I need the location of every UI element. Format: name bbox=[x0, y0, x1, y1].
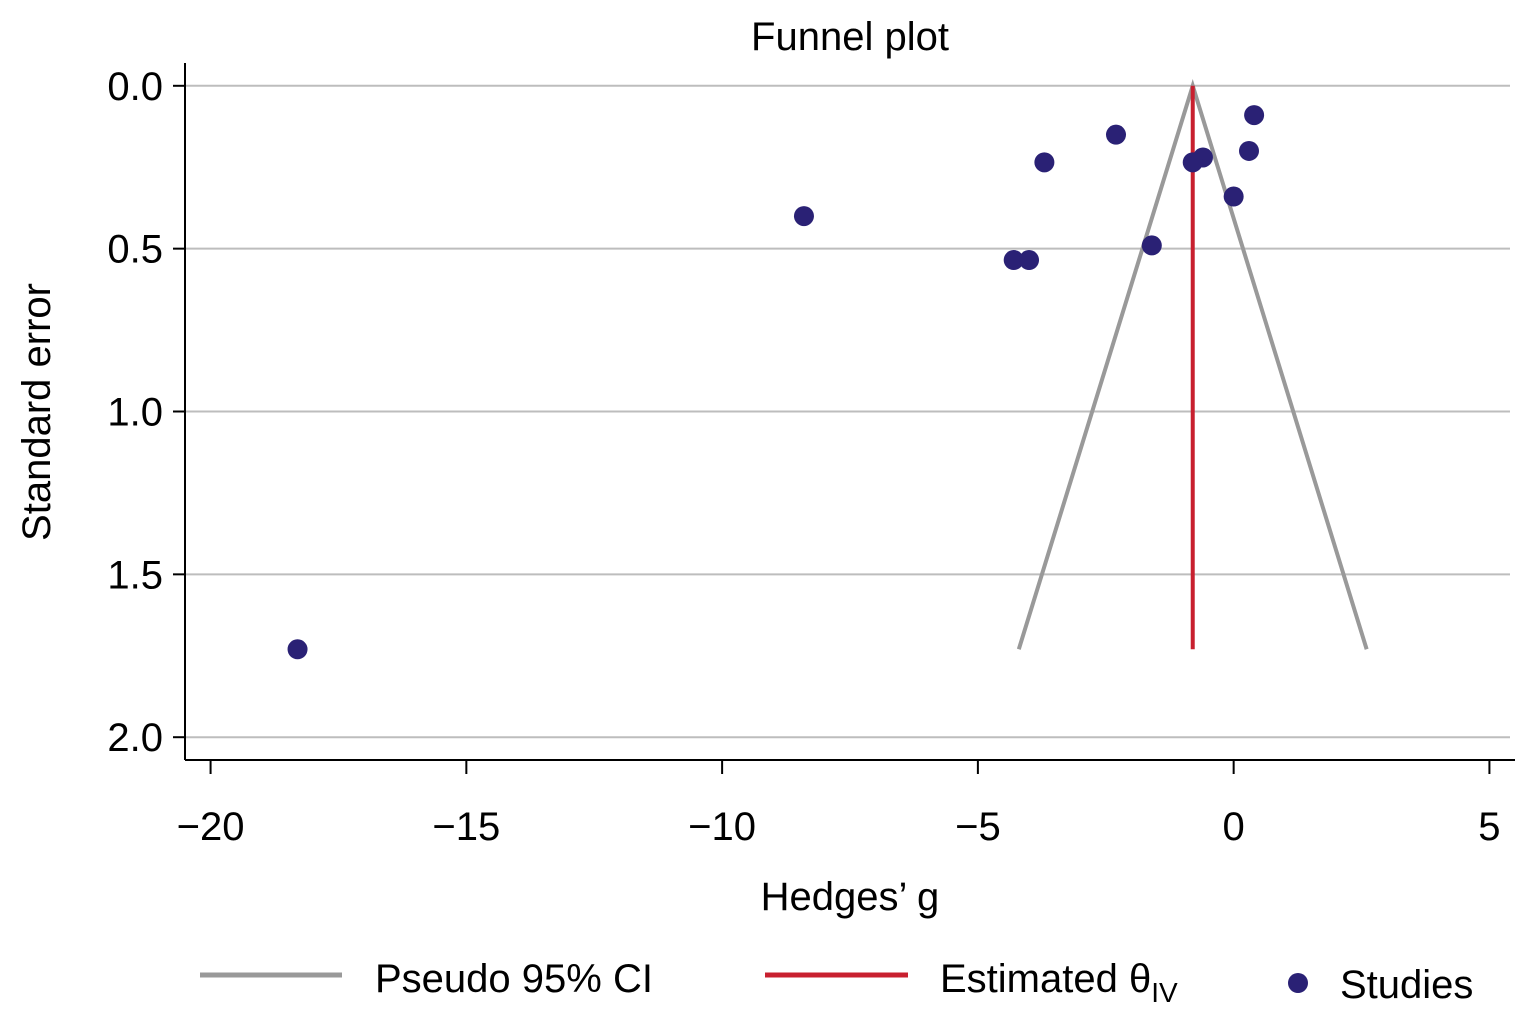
study-point bbox=[1239, 140, 1259, 161]
x-tick-label: −10 bbox=[688, 805, 756, 849]
study-points bbox=[287, 105, 1265, 660]
study-point bbox=[1019, 250, 1040, 271]
x-tick-label: 5 bbox=[1478, 805, 1500, 849]
legend-estimate-label-sub: IV bbox=[1151, 977, 1178, 1008]
y-axis-ticks: 0.0 0.5 1.0 1.5 2.0 bbox=[107, 65, 185, 760]
study-point bbox=[1034, 152, 1055, 173]
study-point bbox=[287, 639, 308, 660]
x-tick-label: −20 bbox=[177, 805, 245, 849]
x-tick-label: 0 bbox=[1223, 805, 1245, 849]
y-tick-label: 1.0 bbox=[107, 391, 163, 435]
x-axis-label: Hedges’ g bbox=[761, 875, 940, 919]
study-point bbox=[1141, 235, 1162, 256]
x-tick-label: −15 bbox=[432, 805, 500, 849]
legend: Pseudo 95% CI Estimated θIV Studies bbox=[200, 957, 1473, 1008]
legend-studies-label: Studies bbox=[1340, 963, 1473, 1007]
y-axis-label: Standard error bbox=[15, 283, 59, 541]
y-tick-label: 0.0 bbox=[107, 65, 163, 109]
study-point bbox=[1223, 186, 1244, 207]
y-tick-label: 1.5 bbox=[107, 553, 163, 597]
study-point bbox=[1003, 250, 1024, 271]
study-point bbox=[1106, 124, 1126, 145]
legend-estimate-label: Estimated θIV bbox=[940, 957, 1178, 1008]
study-point bbox=[1244, 105, 1265, 126]
chart-title: Funnel plot bbox=[751, 15, 949, 59]
y-tick-label: 2.0 bbox=[107, 716, 163, 760]
legend-studies-marker bbox=[1288, 973, 1308, 993]
legend-ci-label: Pseudo 95% CI bbox=[375, 957, 653, 1001]
x-axis-ticks: −20 −15 −10 −5 0 5 bbox=[177, 760, 1501, 849]
study-point bbox=[793, 206, 814, 227]
study-point bbox=[1182, 152, 1203, 173]
x-tick-label: −5 bbox=[955, 805, 1001, 849]
y-tick-label: 0.5 bbox=[107, 228, 163, 272]
legend-estimate-label-main: Estimated θ bbox=[940, 957, 1151, 1001]
gridlines bbox=[185, 84, 1510, 739]
